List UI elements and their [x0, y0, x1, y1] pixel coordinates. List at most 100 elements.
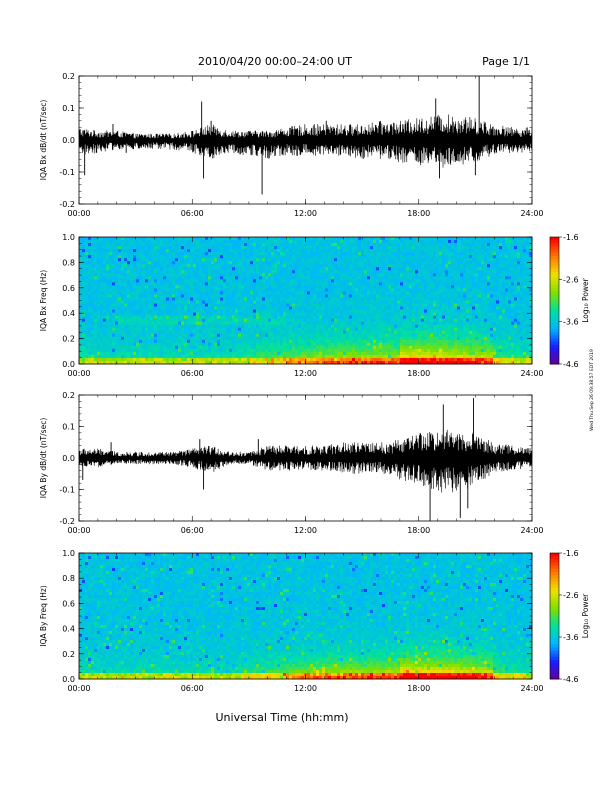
spectrogram-cell	[217, 360, 221, 365]
spectrogram-cell	[361, 333, 365, 338]
spectrogram-cell	[346, 249, 350, 253]
spectrogram-cell	[376, 240, 380, 244]
spectrogram-cell	[205, 291, 209, 295]
spectrogram-cell	[322, 270, 326, 274]
spectrogram-cell	[370, 345, 374, 350]
spectrogram-cell	[409, 354, 413, 359]
spectrogram-cell	[220, 261, 224, 265]
spectrogram-cell	[271, 246, 275, 250]
spectrogram-cell	[112, 273, 116, 277]
spectrogram-cell	[154, 324, 158, 329]
spectrogram-cell	[331, 354, 335, 359]
spectrogram-cell	[289, 306, 293, 310]
spectrogram-cell	[232, 261, 236, 265]
spectrogram-cell	[292, 351, 296, 356]
spectrogram-cell	[136, 237, 140, 241]
spectrogram-cell	[130, 360, 134, 365]
spectrogram-cell	[106, 342, 110, 347]
spectrogram-cell	[412, 327, 416, 332]
spectrogram-cell	[124, 249, 128, 253]
spectrogram-cell	[415, 288, 419, 292]
spectrogram-cell	[232, 303, 236, 307]
spectrogram-cell	[133, 336, 137, 341]
spectrogram-cell	[310, 267, 314, 271]
spectrogram-cell	[310, 318, 314, 323]
spectrogram-cell	[280, 237, 284, 241]
spectrogram-cell	[280, 249, 284, 253]
spectrogram-cell	[109, 357, 113, 362]
spectrogram-cell	[79, 264, 83, 268]
spectrogram-cell	[187, 291, 191, 295]
spectrogram-cell	[235, 297, 239, 301]
spectrogram-cell	[382, 327, 386, 332]
spectrogram-cell	[178, 240, 182, 244]
spectrogram-cell	[244, 321, 248, 326]
spectrogram-cell	[295, 270, 299, 274]
spectrogram-cell	[130, 261, 134, 265]
spectrogram-cell	[418, 324, 422, 329]
spectrogram-cell	[91, 240, 95, 244]
spectrogram-cell	[196, 354, 200, 359]
spectrogram-cell	[133, 351, 137, 356]
spectrogram-cell	[379, 261, 383, 265]
spectrogram-cell	[118, 249, 122, 253]
spectrogram-cell	[256, 345, 260, 350]
spectrogram-cell	[307, 330, 311, 335]
spectrogram-cell	[409, 285, 413, 289]
spectrogram-cell	[127, 288, 131, 292]
spectrogram-cell	[340, 354, 344, 359]
spectrogram-cell	[337, 282, 341, 286]
spectrogram-cell	[163, 321, 167, 326]
spectrogram-cell	[112, 315, 116, 320]
spectrogram-cell	[385, 246, 389, 250]
spectrogram-cell	[322, 303, 326, 307]
spectrogram-cell	[178, 348, 182, 353]
spectrogram-cell	[214, 357, 218, 362]
spectrogram-cell	[268, 261, 272, 265]
spectrogram-cell	[355, 351, 359, 356]
spectrogram-cell	[247, 339, 251, 344]
spectrogram-cell	[319, 318, 323, 323]
spectrogram-cell	[319, 297, 323, 301]
spectrogram-cell	[424, 288, 428, 292]
spectrogram-cell	[352, 345, 356, 350]
spectrogram-cell	[298, 288, 302, 292]
spectrogram-cell	[163, 309, 167, 313]
spectrogram-cell	[211, 264, 215, 268]
spectrogram-cell	[181, 360, 185, 365]
spectrogram-cell	[94, 282, 98, 286]
spectrogram-cell	[202, 276, 206, 280]
spectrogram-cell	[163, 258, 167, 262]
spectrogram-cell	[124, 306, 128, 310]
spectrogram-cell	[175, 261, 179, 265]
spectrogram-cell	[379, 297, 383, 301]
spectrogram-cell	[163, 252, 167, 256]
spectrogram-cell	[289, 345, 293, 350]
spectrogram-cell	[343, 342, 347, 347]
spectrogram-cell	[241, 291, 245, 295]
spectrogram-cell	[241, 264, 245, 268]
spectrogram-cell	[277, 276, 281, 280]
spectrogram-cell	[400, 243, 404, 247]
spectrogram-cell	[412, 237, 416, 241]
spectrogram-cell	[79, 249, 83, 253]
spectrogram-cell	[253, 339, 257, 344]
spectrogram-cell	[328, 267, 332, 271]
spectrogram-cell	[367, 252, 371, 256]
spectrogram-cell	[94, 318, 98, 323]
spectrogram-cell	[280, 315, 284, 320]
spectrogram-cell	[358, 327, 362, 332]
spectrogram-cell	[406, 354, 410, 359]
spectrogram-cell	[106, 270, 110, 274]
spectrogram-cell	[406, 312, 410, 317]
spectrogram-cell	[88, 330, 92, 335]
spectrogram-cell	[403, 240, 407, 244]
spectrogram-cell	[157, 327, 161, 332]
spectrogram-cell	[145, 297, 149, 301]
spectrogram-cell	[166, 309, 170, 313]
spectrogram-cell	[169, 276, 173, 280]
spectrogram-cell	[103, 360, 107, 365]
spectrogram-cell	[187, 357, 191, 362]
spectrogram-cell	[358, 315, 362, 320]
spectrogram-cell	[106, 288, 110, 292]
